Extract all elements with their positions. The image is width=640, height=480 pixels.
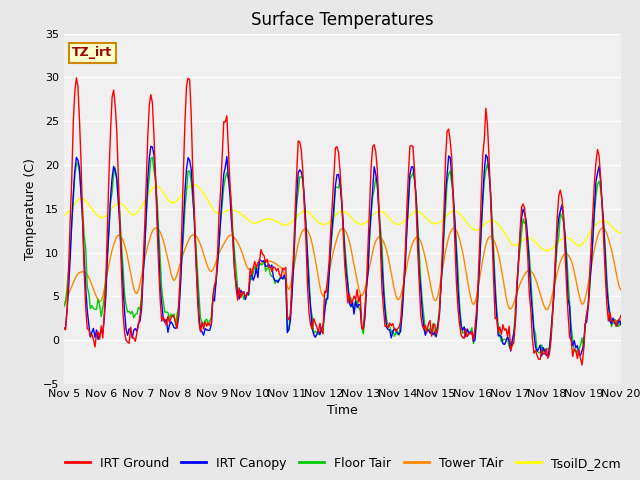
- X-axis label: Time: Time: [327, 405, 358, 418]
- Text: TZ_irt: TZ_irt: [72, 47, 113, 60]
- Legend: IRT Ground, IRT Canopy, Floor Tair, Tower TAir, TsoilD_2cm: IRT Ground, IRT Canopy, Floor Tair, Towe…: [60, 452, 625, 475]
- Y-axis label: Temperature (C): Temperature (C): [24, 158, 37, 260]
- Title: Surface Temperatures: Surface Temperatures: [251, 11, 434, 29]
